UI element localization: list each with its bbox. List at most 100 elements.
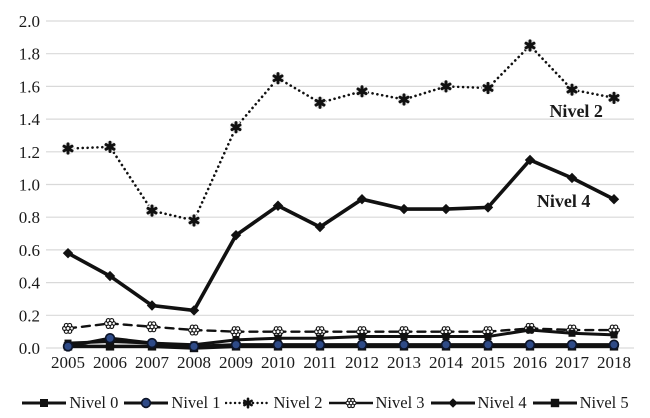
x-tick-label: 2018 bbox=[597, 353, 631, 372]
series-line bbox=[66, 43, 616, 222]
data-point-marker bbox=[356, 339, 368, 350]
data-point-marker bbox=[316, 334, 324, 342]
data-point-marker bbox=[230, 339, 242, 350]
data-point-marker bbox=[272, 200, 284, 211]
legend-item-nivel-0: Nivel 0 bbox=[21, 393, 118, 413]
data-point-marker bbox=[62, 247, 74, 259]
data-point-marker bbox=[442, 333, 450, 341]
data-point-marker bbox=[188, 341, 200, 352]
data-point-marker bbox=[358, 333, 366, 341]
data-point-marker bbox=[146, 300, 158, 311]
data-point-marker bbox=[61, 142, 75, 155]
data-point-marker bbox=[145, 204, 159, 217]
data-point-marker bbox=[188, 305, 200, 316]
legend-item-nivel-1: Nivel 1 bbox=[123, 393, 220, 413]
x-tick-label: 2007 bbox=[135, 353, 170, 372]
series-nivel-4 bbox=[62, 154, 620, 316]
data-point-marker bbox=[62, 341, 74, 352]
data-point-marker bbox=[314, 221, 326, 233]
data-point-marker bbox=[230, 326, 242, 338]
series-line bbox=[67, 157, 615, 313]
y-tick-label: 1.8 bbox=[19, 45, 40, 64]
legend-label: Nivel 2 bbox=[273, 393, 323, 412]
legend-item-nivel-3: Nivel 3 bbox=[328, 393, 425, 413]
data-point-marker bbox=[397, 93, 411, 106]
data-point-marker bbox=[104, 270, 116, 282]
x-tick-label: 2008 bbox=[177, 353, 211, 372]
y-tick-label: 0.0 bbox=[19, 339, 40, 358]
legend-item-nivel-4: Nivel 4 bbox=[430, 393, 527, 413]
x-tick-label: 2011 bbox=[303, 353, 336, 372]
data-point-marker bbox=[313, 96, 327, 109]
y-tick-label: 2.0 bbox=[19, 12, 40, 31]
legend-label: Nivel 5 bbox=[579, 393, 629, 412]
y-tick-label: 0.8 bbox=[19, 208, 40, 227]
x-tick-label: 2015 bbox=[471, 353, 505, 372]
x-tick-label: 2017 bbox=[555, 353, 590, 372]
data-point-marker bbox=[568, 329, 576, 337]
series-annotations: Nivel 2 Nivel 4 bbox=[537, 101, 603, 211]
data-point-marker bbox=[610, 331, 618, 339]
data-point-marker bbox=[230, 229, 242, 241]
data-point-marker bbox=[607, 91, 621, 105]
data-point-marker bbox=[398, 203, 410, 215]
series-nivel-3 bbox=[62, 317, 620, 338]
data-point-marker bbox=[566, 172, 578, 184]
data-point-marker bbox=[481, 81, 495, 95]
data-point-marker bbox=[271, 72, 285, 85]
x-tick-label: 2013 bbox=[387, 353, 421, 372]
y-tick-label: 1.0 bbox=[19, 176, 40, 195]
legend-sample-solid-diamond-icon bbox=[430, 398, 475, 408]
data-point-marker bbox=[187, 214, 201, 227]
legend-sample-dotted-star-icon bbox=[225, 397, 272, 409]
data-point-marker bbox=[104, 332, 116, 344]
y-tick-label: 1.6 bbox=[19, 77, 40, 96]
x-tick-label: 2005 bbox=[51, 353, 85, 372]
data-point-marker bbox=[608, 339, 620, 350]
x-tick-label: 2009 bbox=[219, 353, 253, 372]
data-point-marker bbox=[272, 339, 284, 350]
data-point-marker bbox=[188, 324, 200, 336]
data-point-marker bbox=[356, 194, 368, 205]
data-point-marker bbox=[355, 85, 369, 98]
y-tick-label: 1.2 bbox=[19, 143, 40, 162]
data-point-marker bbox=[482, 202, 494, 213]
series-line bbox=[68, 344, 614, 350]
data-point-marker bbox=[274, 334, 282, 342]
y-axis-tick-labels: 2.0 1.8 1.6 1.4 1.2 1.0 0.8 0.6 0.4 0.2 0.0 bbox=[19, 12, 41, 358]
data-point-marker bbox=[440, 203, 452, 215]
legend-sample-solid-circle-icon bbox=[124, 397, 169, 409]
data-point-marker bbox=[439, 80, 453, 93]
data-point-marker bbox=[524, 154, 536, 166]
legend-item-nivel-2: Nivel 2 bbox=[225, 393, 323, 413]
y-tick-label: 0.4 bbox=[19, 274, 41, 293]
data-point-marker bbox=[566, 339, 578, 350]
x-tick-label: 2010 bbox=[261, 353, 295, 372]
legend-item-nivel-5: Nivel 5 bbox=[532, 393, 629, 413]
legend-label: Nivel 0 bbox=[69, 393, 119, 412]
series-line bbox=[67, 336, 614, 348]
data-point-marker bbox=[524, 339, 536, 350]
data-point-marker bbox=[440, 339, 452, 350]
x-tick-label: 2006 bbox=[93, 353, 127, 372]
y-tick-label: 1.4 bbox=[19, 110, 41, 129]
legend-label: Nivel 4 bbox=[477, 393, 527, 412]
data-point-marker bbox=[229, 121, 243, 134]
y-tick-label: 0.2 bbox=[19, 306, 40, 325]
data-point-marker bbox=[484, 333, 492, 341]
data-point-marker bbox=[608, 194, 620, 205]
legend-sample-solid-square-icon bbox=[22, 399, 67, 407]
data-point-marker bbox=[146, 337, 158, 349]
legend-sample-solid-square-icon bbox=[532, 398, 577, 408]
series-label-annotation: Nivel 2 bbox=[549, 101, 603, 121]
x-tick-label: 2012 bbox=[345, 353, 379, 372]
data-point-marker bbox=[314, 339, 326, 350]
x-axis-tick-labels: 2005 2006 2007 2008 2009 2010 2011 2012 2013 2014… bbox=[51, 353, 631, 372]
series-label-annotation: Nivel 4 bbox=[537, 191, 591, 211]
data-point-marker bbox=[565, 83, 579, 96]
data-point-marker bbox=[523, 39, 537, 52]
data-point-marker bbox=[104, 317, 116, 329]
legend-label: Nivel 3 bbox=[375, 393, 425, 412]
